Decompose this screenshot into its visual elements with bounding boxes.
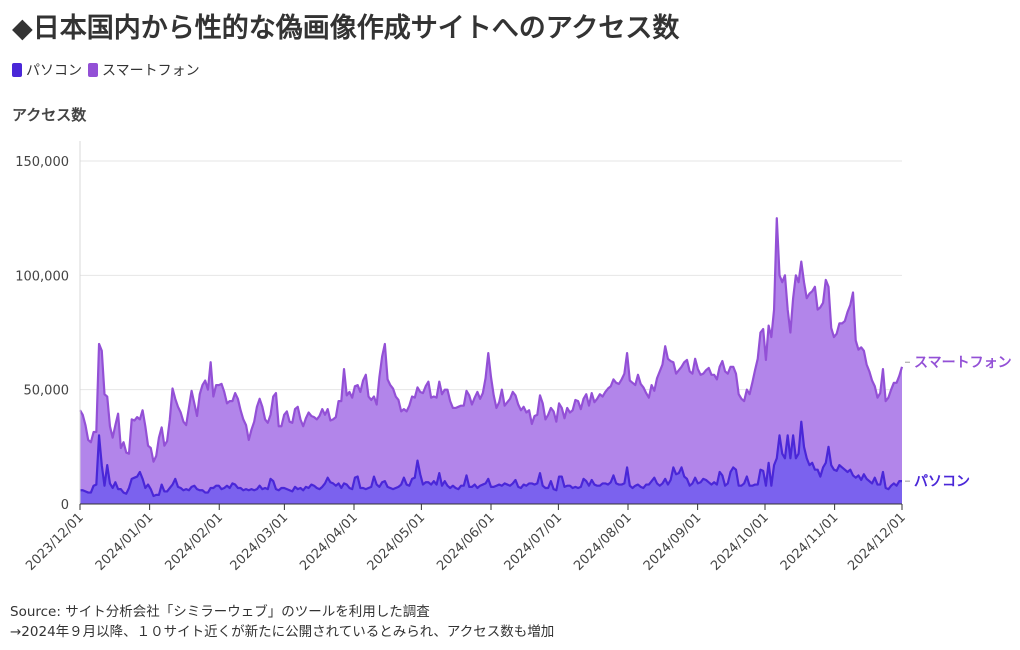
x-tick-label: 2024/05/01 — [365, 510, 429, 574]
line-pc — [80, 420, 902, 498]
legend-item-pc[interactable]: パソコン — [12, 60, 82, 80]
x-tick-label: 2024/10/01 — [708, 510, 772, 574]
legend-swatch-smartphone — [88, 63, 98, 77]
x-tick-label: 2024/07/01 — [502, 510, 566, 574]
x-tick-label: 2024/06/01 — [434, 510, 498, 574]
area-chart: 0 50,000 100,000 150,000 2023/12/01 2024/01/0… — [15, 141, 1012, 574]
series-areas — [79, 217, 904, 504]
source-note: Source: サイト分析会社「シミラーウェブ」のツールを利用した調査 — [10, 604, 430, 620]
y-tick-label: 150,000 — [15, 155, 69, 170]
y-axis-label: アクセス数 — [12, 106, 87, 124]
x-tick-label: 2024/03/01 — [228, 510, 292, 574]
legend-item-smartphone[interactable]: スマートフォン — [88, 60, 200, 80]
x-tick-label: 2024/01/01 — [93, 510, 157, 574]
legend-label-pc: パソコン — [26, 63, 82, 79]
x-tick-label: 2024/11/01 — [778, 510, 842, 574]
area-pc — [80, 421, 902, 504]
x-tick-label: 2024/09/01 — [641, 510, 705, 574]
x-tick-label: 2024/08/01 — [571, 510, 635, 574]
y-tick-label: 100,000 — [15, 269, 69, 284]
x-tick-label: 2023/12/01 — [23, 510, 87, 574]
area-smartphone — [80, 218, 902, 497]
chart-title: ◆日本国内から性的な偽画像作成サイトへのアクセス数 — [12, 13, 680, 44]
legend: パソコン スマートフォン — [12, 60, 206, 80]
legend-label-smartphone: スマートフォン — [102, 63, 200, 79]
end-label-smartphone: スマートフォン — [914, 355, 1012, 371]
y-tick-label: 0 — [61, 498, 69, 513]
line-smartphone — [79, 217, 904, 463]
legend-swatch-pc — [12, 63, 22, 77]
end-label-pc: パソコン — [914, 474, 970, 490]
footnote: →2024年９月以降、１０サイト近くが新たに公開されているとみられ、アクセス数も… — [10, 624, 555, 640]
x-tick-label: 2024/04/01 — [297, 510, 361, 574]
y-tick-label: 50,000 — [24, 384, 70, 399]
x-tick-label: 2024/02/01 — [162, 510, 226, 574]
x-tick-label: 2024/12/01 — [845, 510, 909, 574]
footer: Source: サイト分析会社「シミラーウェブ」のツールを利用した調査 →202… — [10, 602, 554, 642]
